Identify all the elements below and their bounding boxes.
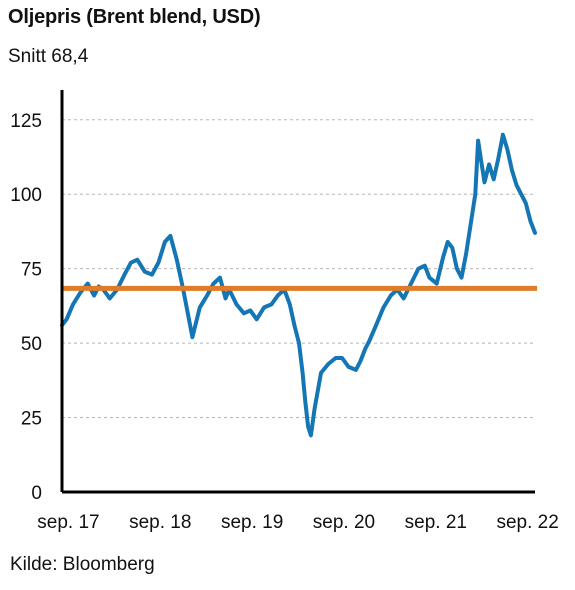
x-tick-label: sep. 17 <box>37 512 99 533</box>
x-tick-label: sep. 22 <box>496 512 558 533</box>
y-tick-label: 25 <box>21 409 42 430</box>
axes <box>60 90 535 494</box>
x-tick-label: sep. 19 <box>221 512 283 533</box>
x-tick-label: sep. 18 <box>129 512 191 533</box>
x-tick-labels: sep. 17 sep. 18 sep. 19 sep. 20 sep. 21 sep. … <box>37 512 559 533</box>
price-series-line <box>60 132 537 438</box>
chart-title: Oljepris (Brent blend, USD) <box>8 6 261 28</box>
x-tick-label: sep. 21 <box>405 512 467 533</box>
y-tick-label: 75 <box>21 260 42 281</box>
y-tick-label: 50 <box>21 334 42 355</box>
series-layer <box>60 132 537 438</box>
y-tick-label: 125 <box>10 111 42 132</box>
source-note: Kilde: Bloomberg <box>10 554 155 575</box>
y-tick-label: 100 <box>10 185 42 206</box>
chart-subtitle: Snitt 68,4 <box>8 46 89 67</box>
y-tick-label: 0 <box>31 483 42 504</box>
x-tick-label: sep. 20 <box>313 512 375 533</box>
y-tick-labels: 0 25 50 75 100 125 <box>10 111 42 504</box>
